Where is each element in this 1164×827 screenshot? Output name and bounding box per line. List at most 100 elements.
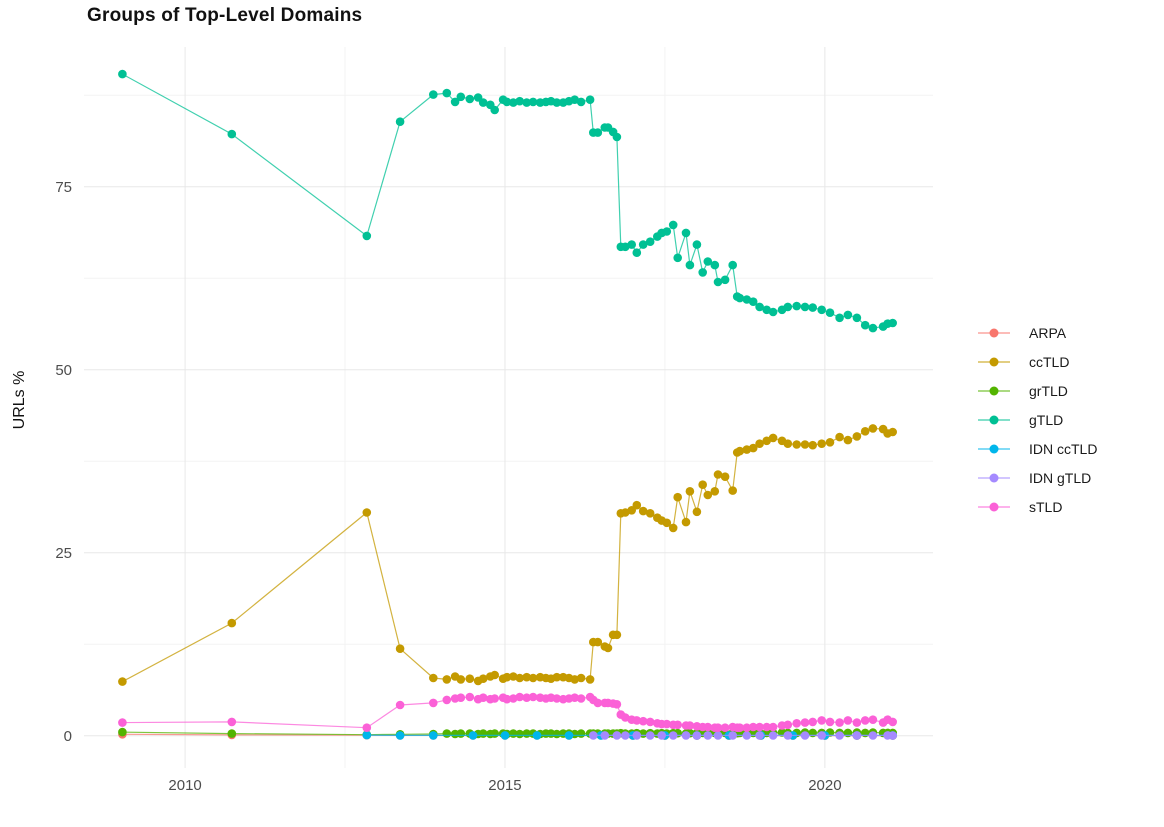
data-point <box>442 675 452 684</box>
legend-label: ARPA <box>1029 325 1067 341</box>
data-point <box>490 670 500 680</box>
data-point <box>868 323 878 333</box>
data-point <box>673 253 682 263</box>
legend-key-icon <box>978 386 1010 396</box>
data-point <box>792 719 801 728</box>
data-point <box>800 302 810 312</box>
legend-label: gTLD <box>1029 412 1064 428</box>
data-point <box>603 643 613 653</box>
data-point <box>564 731 574 740</box>
data-point <box>800 718 810 727</box>
data-point <box>662 227 672 236</box>
data-point <box>515 692 524 702</box>
data-point <box>662 518 672 528</box>
data-point <box>593 637 603 647</box>
data-point <box>227 129 237 139</box>
legend-key-icon <box>978 415 1010 425</box>
data-point <box>755 302 764 312</box>
data-point <box>768 731 778 740</box>
series-cctld <box>118 424 897 686</box>
data-point <box>429 673 438 683</box>
data-point <box>468 731 478 740</box>
data-point <box>552 694 562 703</box>
data-point <box>478 674 488 683</box>
data-point <box>800 440 810 449</box>
data-point <box>593 698 603 708</box>
series-line <box>122 427 893 683</box>
data-point <box>685 721 695 730</box>
data-point <box>456 729 466 738</box>
x-tick-label: 2010 <box>168 777 201 794</box>
series-stld <box>118 692 897 732</box>
data-point <box>585 95 595 104</box>
data-point <box>362 231 372 241</box>
data-point <box>742 723 752 732</box>
chart-title: Groups of Top-Level Domains <box>87 5 363 26</box>
data-point <box>852 313 862 323</box>
data-point <box>713 723 723 732</box>
legend-key-icon <box>978 502 1010 512</box>
data-point <box>692 731 702 740</box>
data-point <box>888 427 897 437</box>
data-point <box>843 310 853 320</box>
legend-item-arpa: ARPA <box>977 325 1097 341</box>
data-point <box>227 717 237 727</box>
data-point <box>710 487 720 496</box>
data-point <box>552 672 562 682</box>
data-point <box>681 517 691 527</box>
data-point <box>638 240 648 249</box>
y-tick-label: 75 <box>55 179 72 196</box>
data-point <box>490 729 500 738</box>
legend-label: ccTLD <box>1029 354 1070 370</box>
data-point <box>692 507 702 517</box>
data-point <box>860 716 870 725</box>
data-point <box>395 731 405 740</box>
data-point <box>500 731 510 740</box>
data-point <box>478 98 488 107</box>
data-point <box>662 719 672 729</box>
data-point <box>783 731 793 740</box>
data-point <box>490 105 500 115</box>
data-point <box>860 320 870 330</box>
data-point <box>768 307 778 317</box>
data-point <box>800 731 810 740</box>
data-point <box>825 438 835 447</box>
legend-key-dot <box>989 357 999 367</box>
data-point <box>710 260 720 270</box>
data-point <box>843 435 853 445</box>
data-point <box>755 722 764 732</box>
data-point <box>395 700 405 710</box>
data-point <box>835 718 844 727</box>
data-point <box>465 692 475 702</box>
data-point <box>888 717 897 727</box>
y-tick-label: 50 <box>55 362 72 379</box>
data-point <box>783 302 793 312</box>
series-gtld <box>118 69 897 333</box>
data-point <box>817 731 826 740</box>
data-point <box>576 673 586 683</box>
legend-key-dot <box>989 415 999 425</box>
data-point <box>645 717 655 727</box>
data-point <box>515 96 524 106</box>
data-point <box>698 480 707 490</box>
data-point <box>576 694 586 703</box>
data-point <box>528 673 538 683</box>
data-point <box>645 237 655 246</box>
data-point <box>552 729 562 739</box>
data-point <box>762 722 771 732</box>
legend-key-dot <box>989 386 999 396</box>
data-point <box>632 716 642 725</box>
legend-key-icon <box>978 328 1010 338</box>
data-point <box>528 97 538 107</box>
data-point <box>860 427 870 436</box>
legend-key-icon <box>978 444 1010 454</box>
data-point <box>395 117 405 126</box>
data-point <box>698 268 707 277</box>
data-point <box>713 731 723 740</box>
legend-item-stld: sTLD <box>977 499 1097 515</box>
data-point <box>783 720 793 730</box>
data-point <box>585 675 595 684</box>
data-point <box>450 97 460 107</box>
data-point <box>852 718 862 727</box>
